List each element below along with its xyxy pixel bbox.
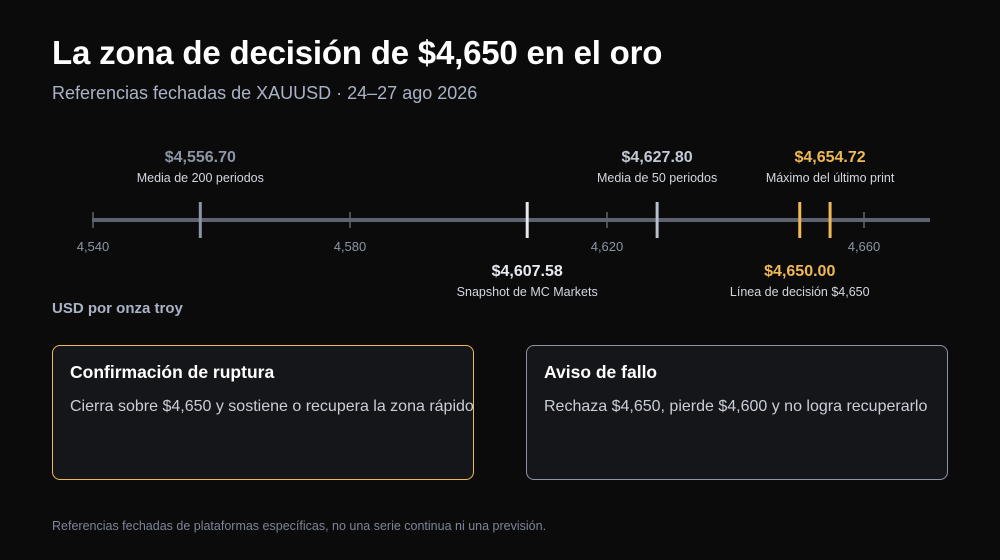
unit-label: USD por onza troy xyxy=(52,300,183,317)
footer-note: Referencias fechadas de plataformas espe… xyxy=(52,519,547,533)
card-title: Aviso de fallo xyxy=(544,362,658,382)
marker-value-label: $4,650.00 xyxy=(764,263,835,280)
card-title: Confirmación de ruptura xyxy=(70,362,275,382)
tick-label: 4,660 xyxy=(848,239,881,254)
marker-value-label: $4,654.72 xyxy=(794,149,865,166)
failure-warning-card: Aviso de fallo Rechaza $4,650, pierde $4… xyxy=(526,345,948,480)
marker-value-label: $4,556.70 xyxy=(165,149,236,166)
tick-label: 4,540 xyxy=(77,239,110,254)
marker-name-label: Máximo del último print xyxy=(766,171,895,185)
marker-value-label: $4,627.80 xyxy=(622,149,693,166)
marker-name-label: Media de 200 periodos xyxy=(137,171,264,185)
marker-name-label: Snapshot de MC Markets xyxy=(457,285,598,299)
breakout-confirmation-card: Confirmación de ruptura Cierra sobre $4,… xyxy=(52,345,474,480)
marker-name-label: Línea de decisión $4,650 xyxy=(730,285,870,299)
marker-name-label: Media de 50 periodos xyxy=(597,171,717,185)
price-number-line-chart: 4,540 4,580 4,620 4,660 $4,556.70 Media de 20… xyxy=(77,149,930,299)
card-text: Cierra sobre $4,650 y sostiene o recuper… xyxy=(70,398,474,415)
page-title: La zona de decisión de $4,650 en el oro xyxy=(52,34,663,71)
card-text: Rechaza $4,650, pierde $4,600 y no logra… xyxy=(544,398,928,415)
tick-label: 4,620 xyxy=(591,239,624,254)
marker-value-label: $4,607.58 xyxy=(492,263,563,280)
page-subtitle: Referencias fechadas de XAUUSD · 24–27 a… xyxy=(52,83,478,103)
tick-label: 4,580 xyxy=(334,239,367,254)
